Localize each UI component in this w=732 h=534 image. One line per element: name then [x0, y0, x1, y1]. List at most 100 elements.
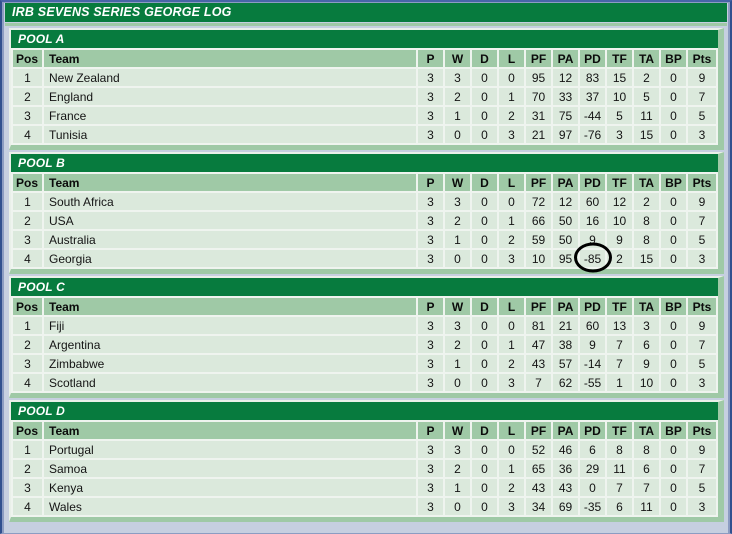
- header-row: Pos Team P W D L PF PA PD TF TA BP Pts: [13, 422, 716, 439]
- stat-cell: 0: [661, 479, 686, 496]
- stat-cell: 2: [445, 336, 470, 353]
- column-header-w: W: [445, 422, 470, 439]
- stat-cell: 5: [607, 107, 632, 124]
- stat-cell: 0: [472, 193, 497, 210]
- position-cell: 1: [13, 69, 42, 86]
- team-cell: England: [44, 88, 416, 105]
- stat-cell: 21: [526, 126, 551, 143]
- table-row: 4 Georgia 3 0 0 3 10 95 -85 2 15 0 3: [13, 242, 716, 272]
- stat-cell: 1: [499, 88, 524, 105]
- table-row: 1 South Africa 3 3 0 0 72 12 60 12 2 0 9: [13, 193, 716, 210]
- stat-cell: 59: [526, 231, 551, 248]
- team-cell: Fiji: [44, 317, 416, 334]
- column-header-pd: PD: [580, 174, 605, 191]
- stat-cell: 0: [661, 231, 686, 248]
- column-header-p: P: [418, 422, 443, 439]
- column-header-tf: TF: [607, 50, 632, 67]
- table-body: 1 Fiji 3 3 0 0 81 21 60 13 3 0 9 2 Argentina 3 2 0 1 47 38 9 7…: [13, 317, 716, 391]
- stat-cell: 2: [634, 193, 659, 210]
- column-header-team: Team: [44, 50, 416, 67]
- stat-cell: 0: [472, 441, 497, 458]
- column-header-tf: TF: [607, 174, 632, 191]
- stat-cell: 0: [661, 107, 686, 124]
- stat-cell: 11: [634, 498, 659, 515]
- stat-cell: 43: [526, 479, 551, 496]
- column-header-team: Team: [44, 298, 416, 315]
- stat-cell: 10: [634, 374, 659, 391]
- stat-cell: 65: [526, 460, 551, 477]
- stat-cell: 6: [634, 460, 659, 477]
- stat-cell: 8: [607, 441, 632, 458]
- stat-cell: 7: [688, 212, 716, 229]
- position-cell: 4: [13, 498, 42, 515]
- header-row: Pos Team P W D L PF PA PD TF TA BP Pts: [13, 50, 716, 67]
- stat-cell: 34: [526, 498, 551, 515]
- column-header-d: D: [472, 174, 497, 191]
- table-body: 1 Portugal 3 3 0 0 52 46 6 8 8 0 9 2 Samoa 3 2 0 1 65 36 29 11…: [13, 441, 716, 515]
- stat-cell: 1: [607, 374, 632, 391]
- column-header-p: P: [418, 174, 443, 191]
- column-header-pa: PA: [553, 298, 578, 315]
- stat-cell: 7: [607, 355, 632, 372]
- pool-title: POOL B: [18, 156, 65, 170]
- stat-cell: 0: [472, 231, 497, 248]
- position-cell: 4: [13, 250, 42, 267]
- column-header-pos: Pos: [13, 50, 42, 67]
- stat-cell: 72: [526, 193, 551, 210]
- stat-cell: 3: [418, 193, 443, 210]
- stat-cell: 47: [526, 336, 551, 353]
- team-cell: Argentina: [44, 336, 416, 353]
- column-header-pf: PF: [526, 422, 551, 439]
- stat-cell: 10: [607, 212, 632, 229]
- stat-cell: 2: [499, 479, 524, 496]
- team-cell: Australia: [44, 231, 416, 248]
- column-header-team: Team: [44, 422, 416, 439]
- stat-cell: 21: [553, 317, 578, 334]
- pool-header: POOL D: [11, 402, 718, 420]
- stat-cell: 75: [553, 107, 578, 124]
- stat-cell: 3: [418, 88, 443, 105]
- pool-header: POOL C: [11, 278, 718, 296]
- table-body: 1 New Zealand 3 3 0 0 95 12 83 15 2 0 9 2 England 3 2 0 1 7…: [13, 69, 716, 143]
- stat-cell: 5: [688, 355, 716, 372]
- stat-cell: 70: [526, 88, 551, 105]
- page-title: IRB SEVENS SERIES GEORGE LOG: [12, 5, 232, 19]
- stat-cell: 3: [445, 193, 470, 210]
- position-cell: 2: [13, 88, 42, 105]
- stat-cell: 95: [553, 250, 578, 267]
- position-cell: 1: [13, 317, 42, 334]
- stat-cell: 7: [688, 460, 716, 477]
- stat-cell: 69: [553, 498, 578, 515]
- column-header-w: W: [445, 174, 470, 191]
- stat-cell: 15: [634, 126, 659, 143]
- column-header-pd: PD: [580, 422, 605, 439]
- stat-cell: -76: [580, 126, 605, 143]
- column-header-p: P: [418, 50, 443, 67]
- column-header-pts: Pts: [688, 50, 716, 67]
- column-header-ta: TA: [634, 50, 659, 67]
- stat-cell: 3: [418, 126, 443, 143]
- stat-cell: 0: [472, 479, 497, 496]
- stat-cell: 16: [580, 212, 605, 229]
- stat-cell: 2: [445, 460, 470, 477]
- stat-cell: 2: [499, 355, 524, 372]
- column-header-tf: TF: [607, 422, 632, 439]
- stat-cell: 1: [445, 479, 470, 496]
- stat-cell: 8: [634, 231, 659, 248]
- stat-cell: 0: [661, 126, 686, 143]
- stat-cell: -14: [580, 355, 605, 372]
- column-header-pts: Pts: [688, 298, 716, 315]
- table-row: 4 Wales 3 0 0 3 34 69 -35 6 11 0 3: [13, 498, 716, 515]
- pool-title: POOL A: [18, 32, 65, 46]
- column-header-ta: TA: [634, 174, 659, 191]
- standings-table: Pos Team P W D L PF PA PD TF TA BP Pts 1 New Zealand 3…: [11, 48, 718, 145]
- stat-cell: -85: [573, 242, 612, 272]
- stat-cell: 9: [688, 69, 716, 86]
- stat-cell: 5: [688, 107, 716, 124]
- column-header-tf: TF: [607, 298, 632, 315]
- stat-cell: 3: [418, 441, 443, 458]
- stat-cell: 3: [634, 317, 659, 334]
- column-header-w: W: [445, 298, 470, 315]
- stat-cell: 52: [526, 441, 551, 458]
- stat-cell: 0: [661, 193, 686, 210]
